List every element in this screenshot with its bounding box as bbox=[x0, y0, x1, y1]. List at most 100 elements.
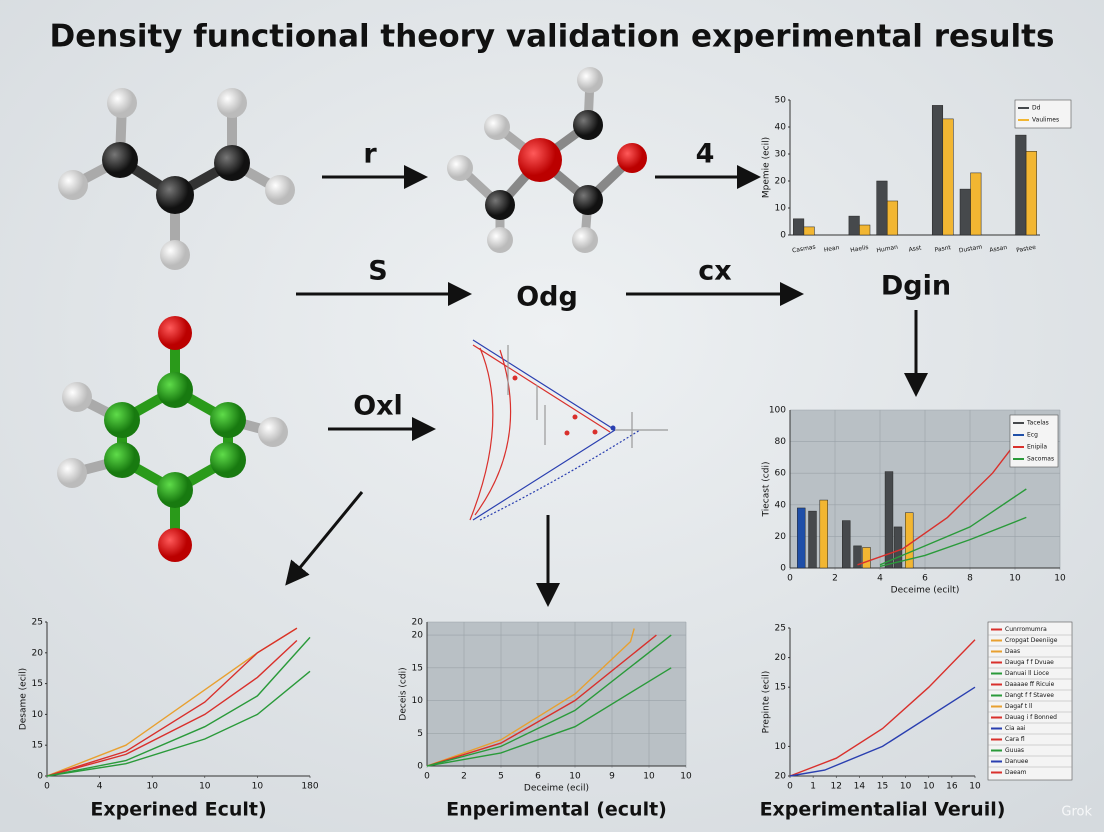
bar bbox=[853, 545, 862, 569]
y-tick-label: 10 bbox=[775, 204, 787, 214]
arrows bbox=[285, 165, 928, 607]
x-tick-label: Haelis bbox=[850, 244, 869, 254]
y-tick-label: 0 bbox=[37, 772, 43, 782]
y-tick-label: 20 bbox=[775, 653, 787, 663]
caption: Experimentalial Veruil) bbox=[760, 799, 1006, 821]
x-tick-label: 10 bbox=[643, 772, 655, 782]
bar bbox=[797, 507, 806, 569]
y-tick-label: 40 bbox=[775, 500, 787, 510]
legend-label: Daas bbox=[1005, 648, 1020, 655]
x-tick-label: 16 bbox=[946, 782, 958, 792]
bar bbox=[876, 180, 888, 236]
line bbox=[426, 628, 635, 767]
legend-label: Dangt f f Stavee bbox=[1005, 692, 1054, 699]
legend-label: Cara fl bbox=[1005, 736, 1025, 743]
x-tick-label: 8 bbox=[967, 574, 973, 584]
legend-label: Enipila bbox=[1027, 444, 1047, 451]
x-tick-label: Assan bbox=[989, 244, 1008, 254]
bar bbox=[959, 188, 971, 236]
x-axis-label: Deceime (ecilt) bbox=[891, 586, 960, 596]
y-tick-label: 20 bbox=[775, 772, 787, 782]
y-tick-label: 10 bbox=[32, 710, 44, 720]
x-tick-label: 10 bbox=[1009, 574, 1021, 584]
y-tick-label: 40 bbox=[775, 123, 787, 133]
legend-label: Dauga f f Dvuae bbox=[1005, 659, 1054, 666]
x-axis-label: Deceime (ecil) bbox=[524, 784, 589, 794]
legend-label: Daaaae ff Ricuie bbox=[1005, 681, 1055, 688]
x-tick-label: 10 bbox=[680, 772, 692, 782]
line bbox=[879, 516, 1027, 568]
y-tick-label: 5 bbox=[417, 729, 423, 739]
y-tick-label: 15 bbox=[412, 663, 423, 673]
bar bbox=[803, 226, 815, 236]
y-tick-label: 80 bbox=[775, 437, 787, 447]
x-tick-label: Pasnt bbox=[934, 244, 952, 254]
y-tick-label: 25 bbox=[32, 618, 43, 628]
legend-label: Danuee bbox=[1005, 758, 1029, 765]
bar bbox=[970, 172, 982, 236]
x-tick-label: Human bbox=[876, 244, 899, 255]
y-tick-label: 15 bbox=[775, 683, 786, 693]
legend-label: Dagaf t ll bbox=[1005, 703, 1033, 710]
x-tick-label: 12 bbox=[831, 782, 842, 792]
line bbox=[46, 639, 298, 777]
legend-label: Ecg bbox=[1027, 432, 1038, 439]
x-tick-label: 1 bbox=[810, 782, 816, 792]
bar bbox=[842, 520, 851, 569]
bar bbox=[808, 510, 817, 569]
x-tick-label: 5 bbox=[498, 772, 504, 782]
y-tick-label: 15 bbox=[32, 741, 43, 751]
y-tick-label: 20 bbox=[775, 532, 787, 542]
y-tick-label: 20 bbox=[412, 618, 424, 628]
arrow-label: Oxl bbox=[353, 391, 403, 422]
line bbox=[857, 428, 1027, 566]
x-tick-label: Hean bbox=[823, 244, 840, 254]
y-tick-label: 20 bbox=[32, 648, 44, 658]
x-tick-label: 10 bbox=[900, 782, 912, 792]
y-tick-label: 30 bbox=[775, 150, 787, 160]
x-tick-label: Casmas bbox=[792, 244, 816, 255]
y-axis-label: Desame (ecil) bbox=[19, 668, 29, 730]
y-tick-label: 60 bbox=[775, 469, 787, 479]
x-tick-label: Asst bbox=[908, 244, 922, 253]
legend-label: Cunrromumra bbox=[1005, 626, 1047, 633]
legend-label: Sacomas bbox=[1027, 456, 1054, 463]
molecule bbox=[447, 67, 647, 253]
bar bbox=[862, 547, 871, 569]
x-tick-label: 6 bbox=[922, 574, 928, 584]
y-axis-label: Prepinte (ecil) bbox=[762, 671, 772, 734]
bar bbox=[886, 200, 899, 236]
x-tick-label: 4 bbox=[97, 782, 103, 792]
y-tick-label: 10 bbox=[412, 696, 424, 706]
y-tick-label: 0 bbox=[780, 564, 786, 574]
y-tick-label: 0 bbox=[780, 231, 786, 241]
arrow-label: cx bbox=[698, 256, 731, 287]
line bbox=[789, 639, 976, 777]
legend-label: Cropgat Deeniige bbox=[1005, 637, 1058, 644]
x-tick-label: 10 bbox=[969, 782, 981, 792]
scheme bbox=[469, 339, 668, 521]
bar bbox=[819, 499, 828, 569]
line bbox=[426, 634, 657, 767]
legend-label: Danuai ll Lioce bbox=[1005, 670, 1049, 677]
legend-label: Dauag i f Bonned bbox=[1005, 714, 1057, 721]
bar bbox=[1025, 151, 1037, 236]
bar bbox=[859, 224, 871, 236]
bar bbox=[905, 512, 914, 569]
y-tick-label: 0 bbox=[417, 762, 423, 772]
bar bbox=[931, 105, 944, 236]
molecule bbox=[58, 88, 295, 270]
line bbox=[46, 670, 311, 777]
x-tick-label: 2 bbox=[832, 574, 838, 584]
x-tick-label: 9 bbox=[609, 772, 615, 782]
watermark: Grok bbox=[1061, 805, 1092, 820]
x-tick-label: 10 bbox=[569, 772, 581, 782]
line bbox=[426, 634, 672, 767]
x-tick-label: 0 bbox=[44, 782, 50, 792]
bar bbox=[893, 526, 903, 569]
x-tick-label: 10 bbox=[923, 782, 935, 792]
arrow-label: S bbox=[368, 256, 387, 287]
bar bbox=[942, 118, 954, 236]
y-tick-label: 15 bbox=[32, 679, 43, 689]
bar bbox=[848, 215, 860, 236]
